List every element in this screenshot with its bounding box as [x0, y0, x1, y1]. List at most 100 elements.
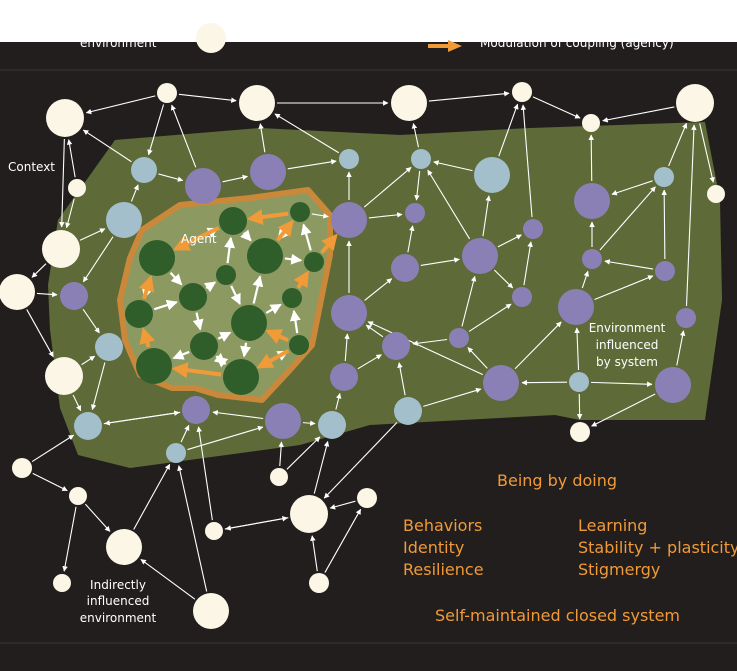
agent-node	[223, 359, 259, 395]
edge-arrow	[84, 503, 111, 532]
environment-node	[45, 357, 83, 395]
edge-arrow	[311, 213, 329, 219]
indirectly-influenced-line-1: Indirectly	[90, 578, 146, 592]
edge-arrow	[411, 122, 420, 148]
agent-node	[179, 283, 207, 311]
agent-node	[282, 288, 302, 308]
agent-edge-arrow	[265, 303, 282, 315]
edge-arrow	[140, 559, 196, 600]
edge-arrow	[521, 379, 568, 386]
agent-edge-arrow	[289, 309, 301, 334]
edge-arrow	[31, 434, 75, 463]
edge-arrow	[576, 393, 583, 420]
agent-node	[290, 202, 310, 222]
edge-arrow	[85, 95, 156, 115]
edge-arrow	[367, 321, 484, 376]
agent-node	[247, 238, 283, 274]
coupled-node	[318, 411, 346, 439]
coupled-node	[569, 372, 589, 392]
edge-arrow	[187, 425, 264, 451]
property-identity: Identity	[403, 538, 464, 557]
edge-arrow	[581, 270, 589, 289]
edge-arrow	[461, 275, 477, 327]
coupling-modulation-arrow	[293, 270, 309, 289]
edge-arrow	[468, 303, 512, 332]
environment-influenced-label: Environment influenced by system	[589, 321, 666, 369]
edge-arrow	[32, 472, 68, 492]
edge-arrow	[222, 174, 249, 183]
edge-arrow	[423, 387, 482, 407]
coupled-node	[106, 202, 142, 238]
edge-arrow	[397, 362, 406, 396]
agent-edge-arrow	[172, 349, 190, 360]
edge-arrow	[286, 436, 321, 470]
edge-arrow	[591, 393, 656, 427]
edge-arrow	[65, 198, 75, 229]
edge-arrow	[104, 411, 181, 426]
edge-arrow	[407, 225, 415, 253]
environment-node	[193, 593, 229, 629]
edge-arrow	[62, 506, 77, 572]
context-label: Context	[8, 160, 55, 174]
environment-node	[53, 574, 71, 592]
environment-node	[290, 495, 328, 533]
edge-arrow	[514, 321, 562, 370]
edge-arrow	[130, 184, 139, 202]
edge-arrow	[324, 508, 362, 573]
edge-arrow	[668, 122, 688, 167]
edge-arrow	[520, 104, 533, 218]
influenced-node	[655, 261, 675, 281]
edge-arrow	[482, 195, 491, 237]
edge-arrow	[588, 134, 594, 182]
edge-arrow	[180, 424, 190, 443]
agent-edge-arrow	[300, 223, 312, 251]
agent-edge-arrow	[240, 229, 252, 242]
environment-node	[391, 85, 427, 121]
edge-arrow	[26, 309, 54, 358]
agent-node	[231, 305, 267, 341]
influenced-node	[655, 367, 691, 403]
agent-node	[219, 207, 247, 235]
edge-arrow	[287, 159, 337, 170]
edge-arrow	[602, 106, 675, 123]
coupling-modulation-arrow	[246, 209, 289, 225]
edge-arrow	[329, 500, 356, 510]
influenced-node	[331, 295, 367, 331]
node-layer	[0, 82, 725, 629]
edge-arrow	[258, 123, 266, 153]
agent-edge-arrow	[153, 299, 178, 311]
coupling-modulation-arrow	[265, 329, 289, 344]
influenced-node	[405, 203, 425, 223]
edge-arrow	[532, 96, 581, 119]
edge-arrow	[699, 123, 715, 183]
edge-layer	[26, 91, 715, 600]
agent-edge-arrow	[217, 331, 232, 342]
environment-node	[676, 84, 714, 122]
agent-edge-arrow	[252, 275, 264, 304]
edge-arrow	[467, 347, 488, 369]
environment-node	[707, 185, 725, 203]
edge-arrow	[590, 381, 653, 387]
environment-node	[46, 99, 84, 137]
agent-edge-arrow	[203, 281, 217, 293]
influenced-node	[462, 238, 498, 274]
legend-modulation-label: Modulation of coupling (agency)	[480, 36, 674, 50]
edge-arrow	[412, 338, 448, 346]
influenced-node	[449, 328, 469, 348]
coupling-modulation-arrow	[275, 219, 294, 242]
environment-node	[42, 230, 80, 268]
agent-region	[117, 187, 333, 403]
environment-node	[582, 114, 600, 132]
influenced-node	[382, 332, 410, 360]
influenced-node	[676, 308, 696, 328]
coupled-node	[411, 149, 431, 169]
agent-node	[216, 265, 236, 285]
edge-arrow	[335, 392, 342, 410]
edge-arrow	[147, 104, 165, 156]
agent-node	[304, 252, 324, 272]
edge-arrow	[36, 291, 58, 298]
coupled-node	[654, 167, 674, 187]
property-learning: Learning	[578, 516, 647, 535]
coupled-node	[394, 397, 422, 425]
edge-arrow	[274, 113, 340, 154]
